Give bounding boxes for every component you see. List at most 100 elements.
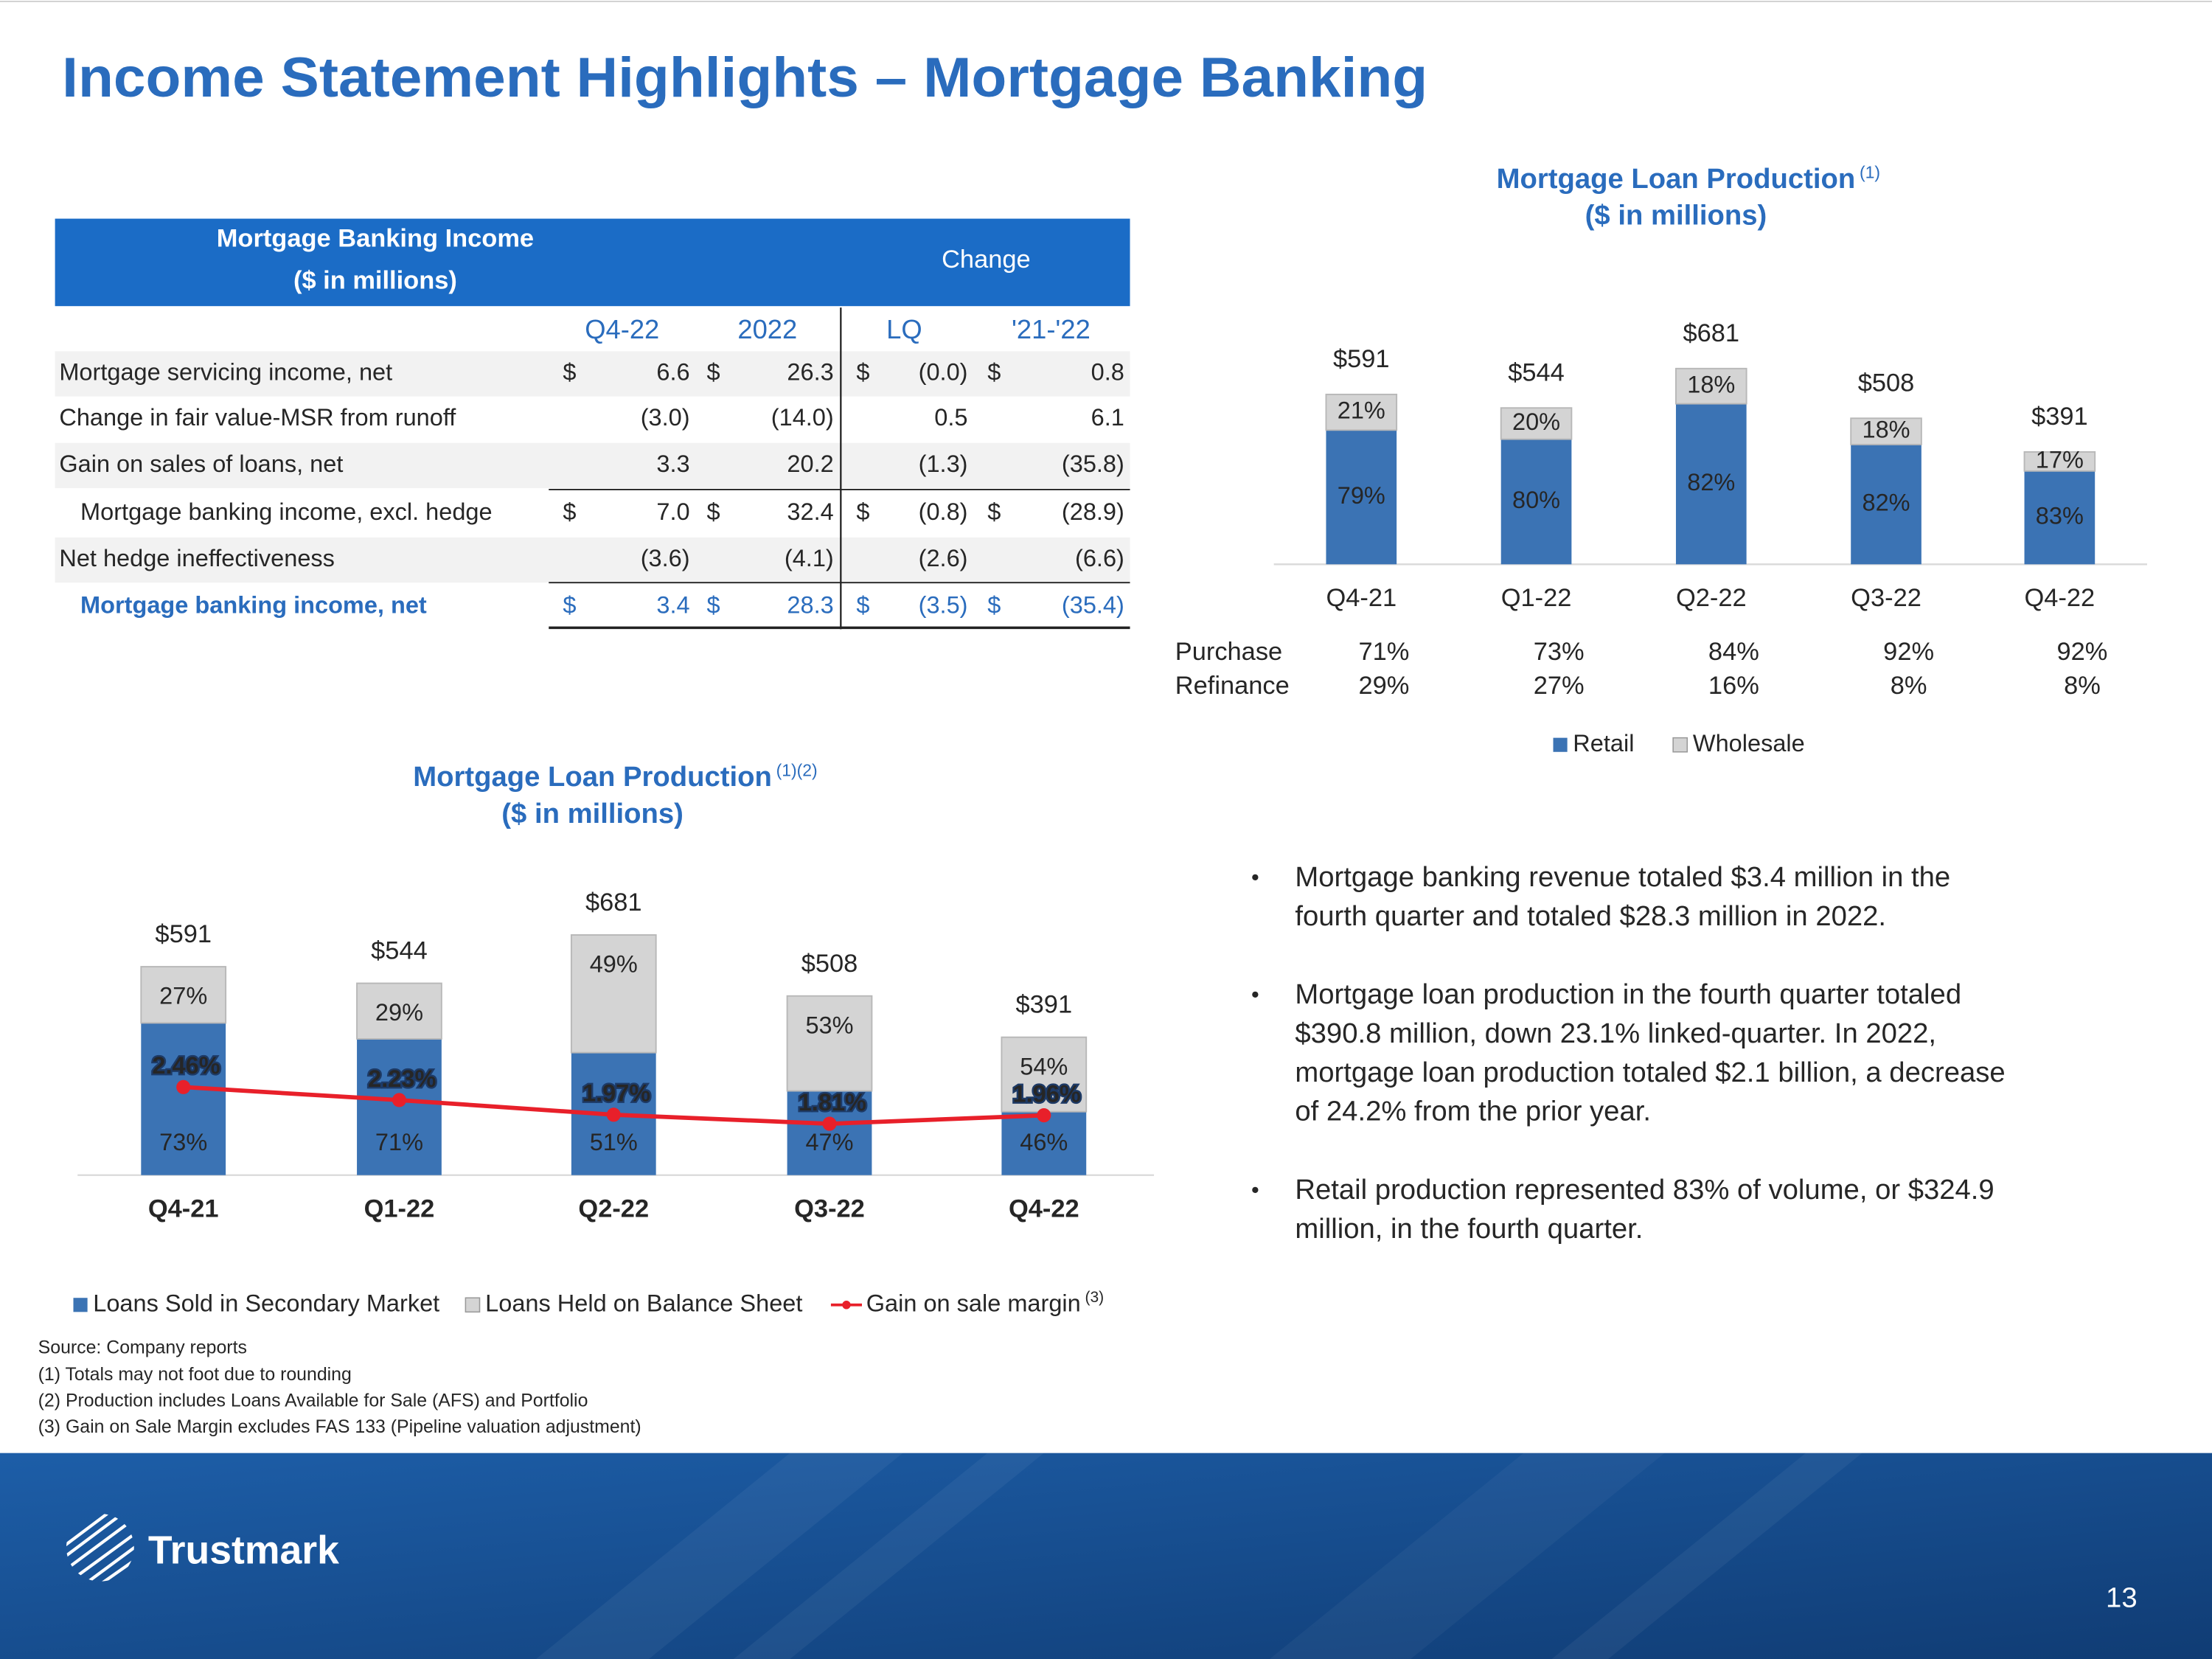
- cell-value: (4.1): [785, 545, 834, 571]
- x-tick-label: Q4-22: [1009, 1195, 1079, 1223]
- segment-label: 18%: [1862, 417, 1910, 443]
- line-marker: [1037, 1108, 1051, 1123]
- column-header: '21-'22: [1012, 314, 1091, 344]
- legend-swatch: [1672, 737, 1688, 753]
- legend-swatch: [1553, 737, 1568, 752]
- chart-title: Mortgage Loan Production: [413, 761, 772, 793]
- source: Source: Company reports: [38, 1338, 247, 1358]
- legend-label: Loans Sold in Secondary Market: [93, 1290, 439, 1316]
- cell-value: 0.8: [1091, 359, 1124, 386]
- row-shade: [55, 537, 1130, 583]
- bullet-text: fourth quarter and totaled $28.3 million…: [1295, 900, 1886, 932]
- segment-label: 46%: [1020, 1129, 1068, 1155]
- currency-sign: $: [707, 591, 720, 618]
- table-header-band: [55, 218, 1130, 307]
- currency-sign: $: [856, 591, 869, 618]
- cell-value: 6.6: [656, 359, 689, 386]
- cell-value: (35.4): [1062, 591, 1124, 618]
- currency-sign: $: [707, 498, 720, 525]
- currency-sign: $: [987, 498, 1001, 525]
- cell-value: (35.8): [1062, 451, 1124, 477]
- total-label: $508: [801, 950, 858, 978]
- cell-value: (3.5): [919, 591, 968, 618]
- table-title: ($ in millions): [293, 267, 457, 295]
- segment-label: 83%: [2036, 503, 2084, 529]
- chart-title-note: (1)(2): [776, 761, 818, 780]
- row-label: Mortgage servicing income, net: [59, 359, 392, 386]
- total-label: $544: [1508, 358, 1565, 386]
- x-tick-label: Q4-21: [148, 1195, 219, 1223]
- segment-label: 73%: [159, 1129, 207, 1155]
- segment-label: 71%: [375, 1129, 423, 1155]
- cell-value: (28.9): [1062, 498, 1124, 525]
- legend-swatch: [465, 1297, 481, 1313]
- cell-value: (14.0): [771, 404, 834, 431]
- x-tick-label: Q3-22: [794, 1195, 865, 1223]
- footer-stripe: [733, 1453, 1044, 1659]
- total-label: $391: [1016, 991, 1073, 1019]
- row-label: Mortgage banking income, net: [80, 591, 427, 618]
- currency-sign: $: [563, 591, 576, 618]
- segment-label: 53%: [805, 1012, 853, 1038]
- row-value: 16%: [1708, 672, 1759, 700]
- footer: Trustmark 13: [0, 1453, 2212, 1659]
- segment-label: 49%: [590, 951, 638, 978]
- cell-value: (6.6): [1075, 545, 1124, 571]
- row-label: Gain on sales of loans, net: [59, 451, 343, 477]
- bullet-text: $390.8 million, down 23.1% linked-quarte…: [1295, 1018, 1936, 1049]
- column-header: LQ: [886, 314, 922, 344]
- bar-segment: [1675, 403, 1747, 565]
- cell-value: (0.0): [919, 359, 968, 386]
- line-marker: [392, 1093, 407, 1107]
- x-tick-label: Q2-22: [1676, 584, 1747, 612]
- segment-label: 79%: [1338, 482, 1385, 509]
- total-label: $681: [585, 888, 642, 917]
- bar-segment: [356, 982, 442, 1040]
- row-label: Change in fair value-MSR from runoff: [59, 404, 456, 431]
- row-value: 92%: [1883, 638, 1934, 666]
- footnote: (3) Gain on Sale Margin excludes FAS 133…: [38, 1416, 641, 1437]
- row-value: 71%: [1358, 638, 1409, 666]
- cell-value: 20.2: [787, 451, 833, 477]
- cell-value: 6.1: [1091, 404, 1124, 431]
- column-header: 2022: [737, 314, 797, 344]
- row-value: 92%: [2057, 638, 2108, 666]
- line-marker: [606, 1107, 621, 1122]
- segment-label: 82%: [1862, 490, 1910, 516]
- total-label: $591: [155, 920, 212, 948]
- cell-value: (2.6): [919, 545, 968, 571]
- line-label: 1.97%: [582, 1080, 650, 1107]
- chart-subtitle: ($ in millions): [501, 798, 684, 830]
- slide-title: Income Statement Highlights – Mortgage B…: [62, 46, 1427, 109]
- cell-value: 28.3: [787, 591, 833, 618]
- bullet-dot: •: [1251, 865, 1259, 890]
- table-title: Mortgage Banking Income: [217, 224, 534, 252]
- segment-label: 17%: [2036, 446, 2084, 473]
- total-label: $391: [2031, 403, 2088, 431]
- segment-label: 82%: [1687, 469, 1735, 495]
- x-tick-label: Q1-22: [1501, 584, 1572, 612]
- currency-sign: $: [707, 359, 720, 386]
- column-header: Q4-22: [585, 314, 659, 344]
- segment-label: 21%: [1338, 397, 1385, 424]
- bar-segment: [1500, 439, 1572, 565]
- segment-label: 29%: [375, 999, 423, 1026]
- table-change-label: Change: [942, 246, 1031, 274]
- x-tick-label: Q3-22: [1851, 584, 1921, 612]
- legend-label: Gain on sale margin: [866, 1290, 1081, 1316]
- bar-segment: [2023, 451, 2096, 472]
- line-marker: [176, 1079, 191, 1094]
- chart-title-note: (1): [1860, 162, 1880, 181]
- cell-value: 3.3: [656, 451, 689, 477]
- legend-swatch: [73, 1298, 88, 1312]
- x-tick-label: Q1-22: [364, 1195, 435, 1223]
- cell-value: 0.5: [934, 404, 967, 431]
- chart-subtitle: ($ in millions): [1585, 200, 1767, 232]
- bullet-text: million, in the fourth quarter.: [1295, 1213, 1643, 1245]
- bar-segment: [141, 1023, 226, 1175]
- line-label: 1.81%: [799, 1089, 866, 1116]
- cell-value: (0.8): [919, 498, 968, 525]
- segment-label: 47%: [805, 1129, 853, 1155]
- page-number: 13: [2106, 1582, 2138, 1614]
